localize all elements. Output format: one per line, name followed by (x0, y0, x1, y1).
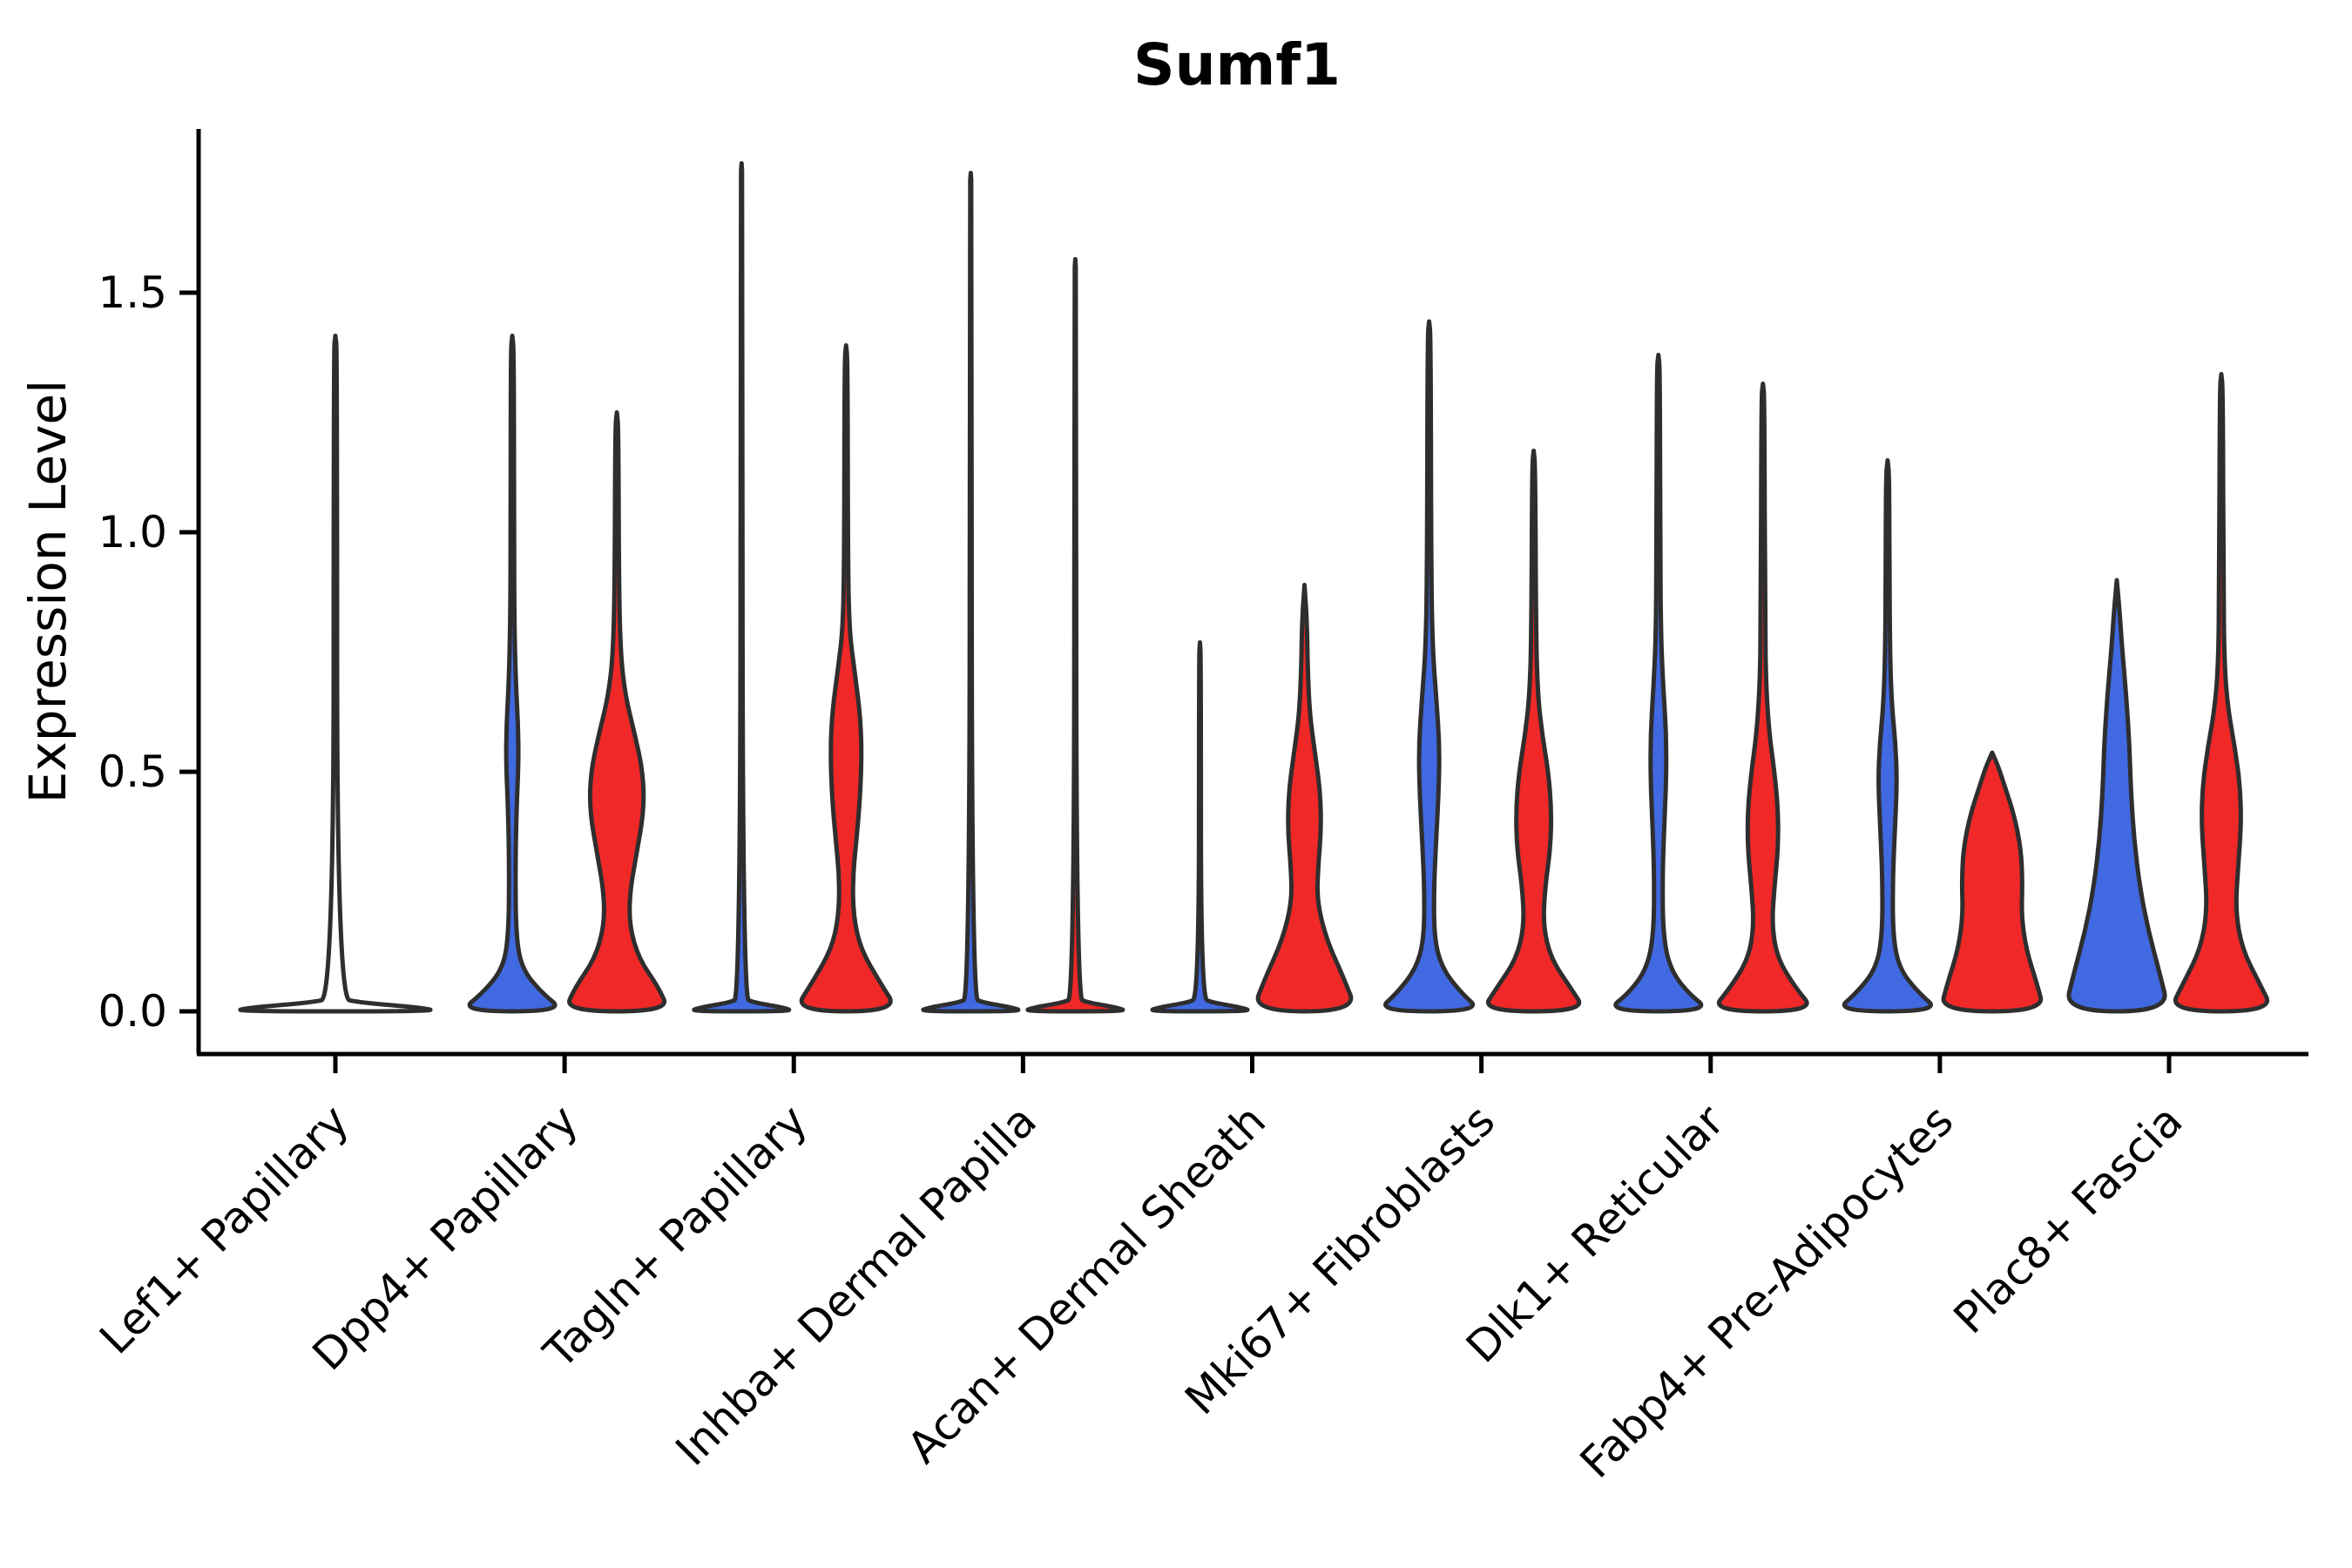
violin-blue-2 (692, 161, 792, 1014)
violin-red-3 (1025, 257, 1125, 1014)
x-tick-label: Plac8+ Fascia (1944, 1095, 2193, 1343)
chart-title: Sumf1 (1133, 31, 1341, 98)
violin-blue-5 (1383, 319, 1475, 1014)
violins-layer (238, 161, 2270, 1014)
x-tick-label: Fabp4+ Pre-Adipocytes (1571, 1095, 1963, 1488)
y-tick-label: 0.5 (98, 747, 167, 797)
violin-blue-4 (1150, 640, 1250, 1014)
violin-red-4 (1255, 583, 1354, 1014)
violin-red-7 (1941, 750, 2044, 1014)
violin-red-2 (799, 343, 893, 1014)
violin-blue-6 (1613, 353, 1704, 1014)
y-tick-label: 1.5 (98, 267, 167, 318)
y-axis-label: Expression Level (18, 380, 78, 803)
violin-red-5 (1486, 449, 1582, 1014)
x-tick-label: Lef1+ Papillary (90, 1095, 358, 1363)
violin-blue-7 (1842, 458, 1933, 1014)
y-tick-label: 1.0 (98, 507, 167, 558)
axes-layer (179, 129, 2308, 1073)
y-tick-label: 0.0 (98, 986, 167, 1037)
violin-blue-1 (467, 334, 558, 1014)
violin-combined-0 (238, 334, 433, 1014)
violin-blue-8 (2066, 578, 2167, 1014)
violin-red-6 (1717, 382, 1809, 1014)
violin-blue-3 (921, 171, 1021, 1014)
violin-red-8 (2173, 372, 2270, 1014)
violin-red-1 (567, 410, 667, 1014)
